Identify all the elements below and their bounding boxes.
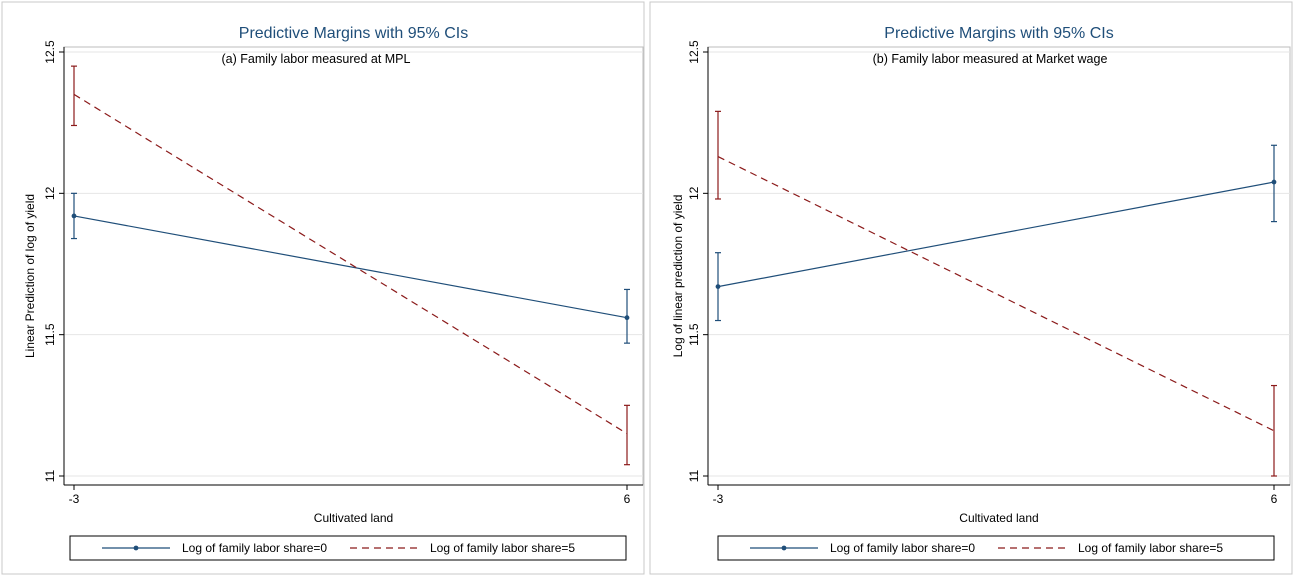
x-tick-label: 6 (624, 492, 631, 506)
series-line (717, 181, 1275, 288)
y-tick-label: 11 (43, 469, 57, 482)
x-tick-label: -3 (69, 492, 80, 506)
plot-area (707, 46, 1291, 486)
data-point (71, 213, 77, 219)
chart-panel-a: 11 11.5 12 12.5 -3 6 Predictive Margins with 9… (1, 1, 645, 575)
chart-title: Predictive Margins with 95% CIs (884, 25, 1113, 42)
x-axis-label: Cultivated land (959, 511, 1038, 525)
legend: Log of family labor share=0 Log of family… (717, 535, 1275, 561)
series-line (717, 156, 1275, 432)
legend-entry-label: Log of family labor share=5 (1078, 541, 1223, 555)
legend-entry-label: Log of family labor share=0 (830, 541, 975, 555)
y-axis-label: Log of linear prediction of yield (671, 195, 685, 358)
series-1 (715, 110, 1277, 477)
y-tick-label: 12 (43, 186, 57, 200)
legend-entry-label: Log of family labor share=5 (430, 541, 575, 555)
legend-swatch-marker (781, 545, 787, 551)
x-tick-label: 6 (1271, 492, 1278, 506)
series-0 (71, 192, 630, 344)
y-tick-label: 12 (687, 186, 701, 200)
y-axis-label: Linear Prediction of log of yield (23, 194, 37, 358)
data-point (624, 315, 630, 321)
series-1 (71, 65, 630, 466)
series-line (73, 93, 628, 435)
legend-entry-label: Log of family labor share=0 (182, 541, 327, 555)
x-axis-label: Cultivated land (314, 511, 393, 525)
x-tick-label: -3 (713, 492, 724, 506)
y-tick-label: 11 (687, 469, 701, 482)
legend-swatch-marker (133, 545, 139, 551)
chart-subtitle: (b) Family labor measured at Market wage (873, 52, 1108, 66)
series-0 (715, 144, 1277, 322)
data-point (1271, 179, 1277, 185)
legend: Log of family labor share=0 Log of family… (69, 535, 627, 561)
chart-title: Predictive Margins with 95% CIs (239, 25, 468, 42)
y-tick-label: 11.5 (687, 323, 701, 346)
legend-box (69, 535, 627, 561)
data-point (715, 284, 721, 290)
series-line (73, 215, 628, 319)
y-tick-label: 12.5 (43, 40, 57, 64)
chart-panel-b: 11 11.5 12 12.5 -3 6 Predictive Margins with 9… (649, 1, 1293, 575)
y-tick-label: 12.5 (687, 40, 701, 64)
chart-subtitle: (a) Family labor measured at MPL (222, 52, 411, 66)
y-tick-label: 11.5 (43, 323, 57, 346)
